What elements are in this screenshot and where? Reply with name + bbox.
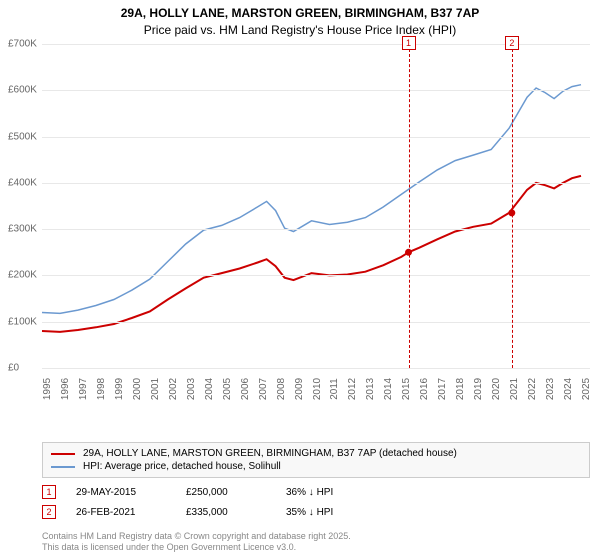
xtick-label: 2024 — [563, 378, 574, 400]
legend-label: HPI: Average price, detached house, Soli… — [83, 461, 281, 472]
chart-area: £0£100K£200K£300K£400K£500K£600K£700K199… — [8, 44, 590, 404]
footer-line-1: Contains HM Land Registry data © Crown c… — [42, 531, 351, 543]
xtick-label: 2025 — [581, 378, 592, 400]
chart-subtitle: Price paid vs. HM Land Registry's House … — [0, 22, 600, 37]
xtick-label: 2022 — [527, 378, 538, 400]
sale-date: 26-FEB-2021 — [76, 507, 166, 518]
sale-hpi-delta: 35% ↓ HPI — [286, 507, 333, 518]
legend: 29A, HOLLY LANE, MARSTON GREEN, BIRMINGH… — [42, 442, 590, 478]
xtick-label: 1998 — [96, 378, 107, 400]
ytick-label: £300K — [8, 224, 40, 235]
sale-marker-line — [409, 44, 410, 368]
sale-number-box: 1 — [42, 485, 56, 499]
xtick-label: 1999 — [114, 378, 125, 400]
chart-lines — [42, 44, 590, 368]
gridline-h — [42, 90, 590, 91]
series-hpi — [42, 85, 581, 314]
xtick-label: 2014 — [383, 378, 394, 400]
xtick-label: 2021 — [509, 378, 520, 400]
footer-attribution: Contains HM Land Registry data © Crown c… — [42, 531, 351, 554]
xtick-label: 2020 — [491, 378, 502, 400]
xtick-label: 2010 — [312, 378, 323, 400]
gridline-h — [42, 275, 590, 276]
ytick-label: £500K — [8, 131, 40, 142]
legend-row: 29A, HOLLY LANE, MARSTON GREEN, BIRMINGH… — [51, 447, 581, 460]
xtick-label: 2006 — [240, 378, 251, 400]
sale-marker-box: 2 — [505, 36, 519, 50]
sale-price: £250,000 — [186, 487, 266, 498]
xtick-label: 1995 — [42, 378, 53, 400]
xtick-label: 2009 — [294, 378, 305, 400]
xtick-label: 1997 — [78, 378, 89, 400]
xtick-label: 2013 — [365, 378, 376, 400]
xtick-label: 2017 — [437, 378, 448, 400]
xtick-label: 2019 — [473, 378, 484, 400]
sale-row: 1 29-MAY-2015 £250,000 36% ↓ HPI — [42, 482, 590, 502]
sale-marker-line — [512, 44, 513, 368]
gridline-h — [42, 137, 590, 138]
xtick-label: 1996 — [60, 378, 71, 400]
xtick-label: 2011 — [329, 378, 340, 400]
legend-row: HPI: Average price, detached house, Soli… — [51, 460, 581, 473]
sale-row: 2 26-FEB-2021 £335,000 35% ↓ HPI — [42, 502, 590, 522]
ytick-label: £700K — [8, 39, 40, 50]
xtick-label: 2015 — [401, 378, 412, 400]
xtick-label: 2003 — [186, 378, 197, 400]
xtick-label: 2005 — [222, 378, 233, 400]
xtick-label: 2018 — [455, 378, 466, 400]
gridline-h — [42, 183, 590, 184]
xtick-label: 2007 — [258, 378, 269, 400]
xtick-label: 2008 — [276, 378, 287, 400]
xtick-label: 2000 — [132, 378, 143, 400]
chart-container: 29A, HOLLY LANE, MARSTON GREEN, BIRMINGH… — [0, 0, 600, 560]
chart-title: 29A, HOLLY LANE, MARSTON GREEN, BIRMINGH… — [0, 0, 600, 22]
ytick-label: £400K — [8, 177, 40, 188]
xtick-label: 2023 — [545, 378, 556, 400]
series-property — [42, 176, 581, 332]
xtick-label: 2016 — [419, 378, 430, 400]
ytick-label: £100K — [8, 316, 40, 327]
xtick-label: 2004 — [204, 378, 215, 400]
footer-line-2: This data is licensed under the Open Gov… — [42, 542, 351, 554]
sale-number-box: 2 — [42, 505, 56, 519]
gridline-h — [42, 229, 590, 230]
plot-region: £0£100K£200K£300K£400K£500K£600K£700K199… — [42, 44, 590, 368]
gridline-h — [42, 322, 590, 323]
xtick-label: 2012 — [347, 378, 358, 400]
ytick-label: £200K — [8, 270, 40, 281]
gridline-h — [42, 368, 590, 369]
sale-date: 29-MAY-2015 — [76, 487, 166, 498]
ytick-label: £0 — [8, 363, 40, 374]
ytick-label: £600K — [8, 85, 40, 96]
sale-hpi-delta: 36% ↓ HPI — [286, 487, 333, 498]
xtick-label: 2002 — [168, 378, 179, 400]
sale-price: £335,000 — [186, 507, 266, 518]
legend-swatch — [51, 466, 75, 468]
sales-table: 1 29-MAY-2015 £250,000 36% ↓ HPI 2 26-FEB-202… — [42, 482, 590, 522]
xtick-label: 2001 — [150, 378, 161, 400]
legend-label: 29A, HOLLY LANE, MARSTON GREEN, BIRMINGH… — [83, 448, 457, 459]
sale-marker-box: 1 — [402, 36, 416, 50]
legend-swatch — [51, 453, 75, 455]
